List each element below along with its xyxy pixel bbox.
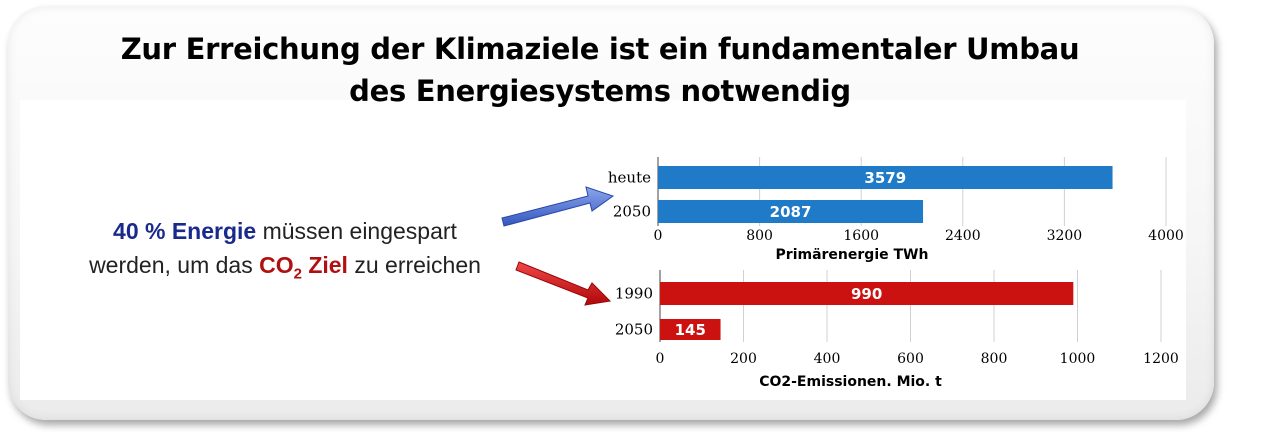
red-arrow-icon	[515, 261, 612, 306]
axis-title: CO2-Emissionen. Mio. t	[759, 374, 942, 390]
category-label: 2050	[615, 321, 653, 339]
bar	[658, 200, 924, 223]
tick-label: 600	[897, 351, 924, 367]
tick-label: 1200	[1143, 351, 1179, 367]
blue-arrow-icon	[501, 186, 615, 227]
category-label: heute	[608, 169, 651, 187]
tick-label: 1000	[1060, 351, 1096, 367]
tick-label: 2400	[945, 228, 981, 244]
tick-label: 400	[814, 351, 841, 367]
bar	[660, 319, 721, 340]
bar-value-label: 145	[675, 321, 706, 339]
message-text-2: werden, um das	[89, 252, 260, 278]
message-text-1: müssen eingespart	[256, 218, 457, 244]
ziel-text: Ziel	[301, 252, 348, 278]
bar-value-label: 990	[851, 285, 882, 303]
tick-label: 800	[746, 228, 773, 244]
axis-title: Primärenergie TWh	[776, 247, 929, 263]
category-label: 1990	[615, 285, 653, 303]
tick-label: 200	[730, 351, 757, 367]
message-text-3: zu erreichen	[347, 252, 481, 278]
message-line-1: 40 % Energie müssen eingespart	[50, 214, 520, 248]
savings-message: 40 % Energie müssen eingespart werden, u…	[50, 214, 520, 292]
page-title: Zur Erreichung der Klimaziele ist ein fu…	[100, 28, 1100, 112]
bar	[658, 166, 1113, 189]
bar	[660, 282, 1074, 305]
title-line-2: des Energiesystems notwendig	[349, 74, 851, 108]
tick-label: 0	[656, 351, 665, 367]
tick-label: 3200	[1047, 228, 1083, 244]
co2-subscript: 2	[293, 265, 302, 283]
tick-label: 1600	[843, 228, 879, 244]
tick-label: 4000	[1148, 228, 1184, 244]
co2-highlight: CO2 Ziel	[259, 252, 348, 283]
bar-value-label: 3579	[864, 169, 906, 187]
energy-highlight: 40 % Energie	[113, 218, 257, 244]
tick-label: 800	[981, 351, 1008, 367]
title-line-1: Zur Erreichung der Klimaziele ist ein fu…	[120, 32, 1080, 66]
message-line-2: werden, um das CO2 Ziel zu erreichen	[50, 248, 520, 292]
category-label: 2050	[613, 203, 651, 221]
bar-value-label: 2087	[770, 203, 812, 221]
content-area	[20, 100, 1186, 400]
tick-label: 0	[654, 228, 663, 244]
co2-text: CO	[259, 252, 294, 278]
